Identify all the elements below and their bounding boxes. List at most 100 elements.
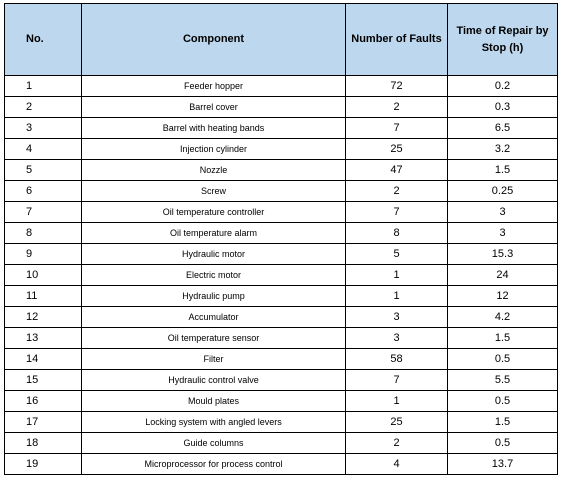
cell-no: 5 [4,159,82,181]
cell-no: 2 [4,96,82,118]
cell-number-of-faults: 2 [345,96,448,118]
header-time-of-repair: Time of Repair by Stop (h) [447,3,558,76]
cell-number-of-faults: 1 [345,390,448,412]
table-row: 3 Barrel with heating bands 7 6.5 [4,117,558,139]
cell-component: Barrel with heating bands [81,117,346,139]
cell-number-of-faults: 47 [345,159,448,181]
cell-time-of-repair: 1.5 [447,411,558,433]
cell-component: Screw [81,180,346,202]
cell-no: 15 [4,369,82,391]
table-row: 10 Electric motor 1 24 [4,264,558,286]
table-row: 7 Oil temperature controller 7 3 [4,201,558,223]
cell-no: 4 [4,138,82,160]
cell-time-of-repair: 1.5 [447,159,558,181]
cell-no: 17 [4,411,82,433]
table-row: 16 Mould plates 1 0.5 [4,390,558,412]
cell-time-of-repair: 3 [447,222,558,244]
cell-time-of-repair: 12 [447,285,558,307]
cell-time-of-repair: 13.7 [447,453,558,475]
table-row: 11 Hydraulic pump 1 12 [4,285,558,307]
table-row: 17 Locking system with angled levers 25 1.5 [4,411,558,433]
cell-time-of-repair: 3.2 [447,138,558,160]
header-row: No. Component Number of Faults Time of R… [4,3,558,76]
table-row: 12 Accumulator 3 4.2 [4,306,558,328]
cell-no: 13 [4,327,82,349]
cell-no: 3 [4,117,82,139]
header-no: No. [4,3,82,76]
table-row: 8 Oil temperature alarm 8 3 [4,222,558,244]
cell-no: 7 [4,201,82,223]
cell-no: 12 [4,306,82,328]
cell-component: Filter [81,348,346,370]
cell-number-of-faults: 1 [345,285,448,307]
cell-number-of-faults: 7 [345,117,448,139]
cell-component: Hydraulic control valve [81,369,346,391]
table-row: 18 Guide columns 2 0.5 [4,432,558,454]
table-body: 1 Feeder hopper 72 0.2 2 Barrel cover 2 0.3 3 Bar… [4,75,558,475]
cell-no: 1 [4,75,82,97]
cell-number-of-faults: 25 [345,138,448,160]
cell-no: 8 [4,222,82,244]
cell-time-of-repair: 1.5 [447,327,558,349]
cell-number-of-faults: 1 [345,264,448,286]
table-row: 2 Barrel cover 2 0.3 [4,96,558,118]
cell-time-of-repair: 0.5 [447,432,558,454]
table-row: 14 Filter 58 0.5 [4,348,558,370]
table-row: 6 Screw 2 0.25 [4,180,558,202]
cell-time-of-repair: 15.3 [447,243,558,265]
cell-component: Electric motor [81,264,346,286]
cell-number-of-faults: 5 [345,243,448,265]
table-row: 4 Injection cylinder 25 3.2 [4,138,558,160]
table-row: 15 Hydraulic control valve 7 5.5 [4,369,558,391]
cell-number-of-faults: 25 [345,411,448,433]
cell-no: 6 [4,180,82,202]
cell-number-of-faults: 3 [345,306,448,328]
cell-component: Oil temperature sensor [81,327,346,349]
cell-component: Hydraulic motor [81,243,346,265]
cell-time-of-repair: 6.5 [447,117,558,139]
cell-number-of-faults: 4 [345,453,448,475]
cell-component: Hydraulic pump [81,285,346,307]
cell-time-of-repair: 0.2 [447,75,558,97]
table-row: 1 Feeder hopper 72 0.2 [4,75,558,97]
cell-component: Accumulator [81,306,346,328]
cell-no: 9 [4,243,82,265]
cell-time-of-repair: 3 [447,201,558,223]
table-row: 9 Hydraulic motor 5 15.3 [4,243,558,265]
cell-no: 19 [4,453,82,475]
table-row: 13 Oil temperature sensor 3 1.5 [4,327,558,349]
cell-time-of-repair: 0.5 [447,348,558,370]
cell-no: 18 [4,432,82,454]
cell-number-of-faults: 58 [345,348,448,370]
cell-component: Injection cylinder [81,138,346,160]
cell-number-of-faults: 3 [345,327,448,349]
cell-number-of-faults: 7 [345,369,448,391]
cell-number-of-faults: 2 [345,180,448,202]
cell-time-of-repair: 0.5 [447,390,558,412]
header-component: Component [81,3,346,76]
cell-time-of-repair: 5.5 [447,369,558,391]
cell-no: 10 [4,264,82,286]
cell-component: Mould plates [81,390,346,412]
faults-table: No. Component Number of Faults Time of R… [4,3,558,475]
cell-component: Guide columns [81,432,346,454]
table-row: 5 Nozzle 47 1.5 [4,159,558,181]
cell-component: Microprocessor for process control [81,453,346,475]
cell-no: 11 [4,285,82,307]
cell-number-of-faults: 8 [345,222,448,244]
header-number-of-faults: Number of Faults [345,3,448,76]
cell-time-of-repair: 24 [447,264,558,286]
table-row: 19 Microprocessor for process control 4 13.… [4,453,558,475]
cell-number-of-faults: 2 [345,432,448,454]
cell-component: Barrel cover [81,96,346,118]
cell-time-of-repair: 0.25 [447,180,558,202]
cell-time-of-repair: 4.2 [447,306,558,328]
cell-number-of-faults: 72 [345,75,448,97]
cell-component: Feeder hopper [81,75,346,97]
cell-no: 16 [4,390,82,412]
cell-time-of-repair: 0.3 [447,96,558,118]
cell-number-of-faults: 7 [345,201,448,223]
cell-component: Nozzle [81,159,346,181]
cell-component: Oil temperature controller [81,201,346,223]
cell-component: Oil temperature alarm [81,222,346,244]
